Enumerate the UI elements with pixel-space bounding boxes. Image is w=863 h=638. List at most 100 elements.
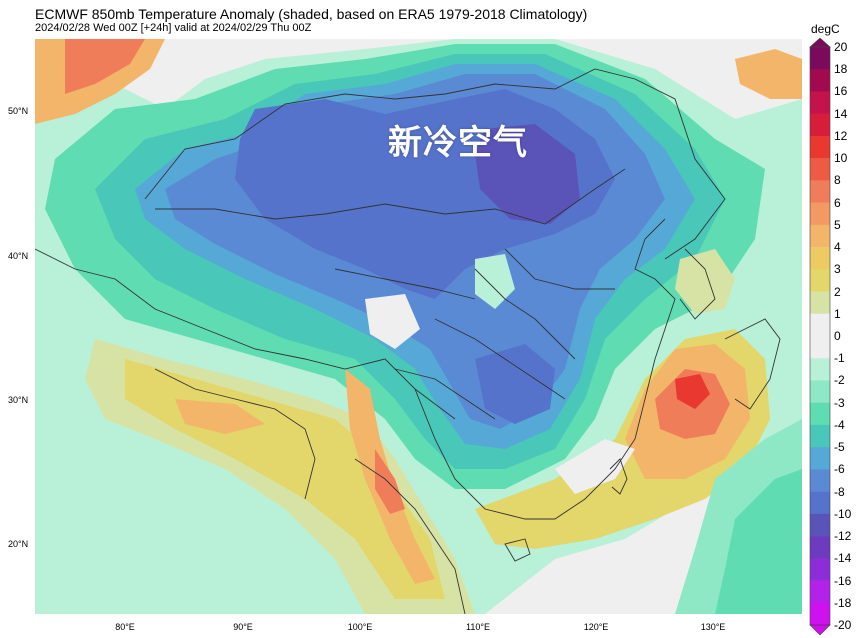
province-line-c [394,368,496,420]
korea-outline [679,248,716,320]
colorbar-tick-label: -4 [834,417,845,432]
colorbar-tick-label: -5 [834,440,845,455]
colorbar-swatch [810,69,830,92]
colorbar-unit: degC [811,22,840,36]
taiwan-outline [609,458,628,495]
colorbar-arrow-max [809,37,831,48]
coast-east [634,218,676,400]
colorbar-swatch [810,513,830,537]
colorbar-swatch [810,47,830,70]
indochina-border [354,458,466,614]
colorbar-tick-label: 20 [834,40,848,54]
province-line-b [434,318,566,400]
colorbar-tick-label: 3 [834,262,841,277]
colorbar-tick-label: 2 [834,284,841,299]
anomaly-region-cold-southeast [475,344,555,424]
hainan-outline [504,538,531,562]
colorbar-swatch [810,202,830,226]
colorbar-swatch [810,380,830,403]
colorbar-frame [809,46,831,626]
colorbar-tick-label: 10 [834,151,848,166]
colorbar-tick-label: -10 [834,506,852,521]
colorbar-swatch [810,91,830,114]
colorbar-swatch [810,313,830,337]
colorbar-swatch [810,558,830,581]
colorbar-swatch [810,447,830,470]
colorbar-tick-label: 16 [834,84,848,99]
mongolia-border [155,168,626,225]
chart-title: ECMWF 850mb Temperature Anomaly (shaded,… [35,6,588,22]
colorbar-tick-label: 5 [834,217,841,232]
colorbar-swatch [810,536,830,559]
province-line-e [334,268,476,300]
anomaly-region-warm-northwest-core [65,39,145,94]
lat-label-20n: 20°N [8,539,29,549]
anomaly-region-warm-southwest-salmon [375,449,405,514]
temperature-anomaly-map [35,39,802,614]
lon-label-130e: 130°E [700,622,726,632]
lon-label-80e: 80°E [115,622,135,632]
colorbar-tick-label: -12 [834,529,852,544]
colorbar-tick-label: 0 [834,329,841,343]
anomaly-region-warm-korea [675,249,735,314]
colorbar-swatch [810,602,830,626]
colorbar-swatch [810,469,830,492]
lon-label-120e: 120°E [583,622,609,632]
colorbar-swatch [810,158,830,181]
colorbar-tick-label: -8 [834,484,845,499]
colorbar-tick-label: -14 [834,551,852,566]
colorbar-swatch [810,358,830,381]
province-line-d [504,248,615,290]
colorbar-swatch [810,269,830,292]
colorbar-swatch [810,491,830,515]
japan-outline [724,318,781,410]
province-line-a [474,268,576,360]
colorbar-swatch [810,424,830,448]
colorbar-tick-label: -1 [834,351,845,366]
colorbar-tick-label: 4 [834,240,841,255]
colorbar-tick-label: -2 [834,373,845,388]
lon-label-90e: 90°E [233,622,253,632]
colorbar-swatch [810,135,830,159]
neutral-patch-central [365,294,420,349]
colorbar-swatch [810,580,830,604]
colorbar-swatch [810,180,830,203]
boundary-lines [35,68,781,614]
new-cold-air-annotation: 新冷空气 [388,123,528,163]
colorbar-tick-label: -3 [834,395,845,410]
anomaly-region-cold-deep [475,124,580,224]
colorbar-swatch [810,113,830,137]
lat-label-50n: 50°N [8,106,29,116]
anomaly-region-warm-southeast-core [675,374,710,409]
colorbar-tick-label: -16 [834,573,852,588]
colorbar-tick-label: 1 [834,306,841,321]
colorbar-swatch [810,247,830,270]
colorbar-tick-label: 8 [834,173,841,188]
colorbar-tick-label: -18 [834,595,852,610]
lat-label-40n: 40°N [8,251,29,261]
country-border-north [144,68,726,260]
colorbar-tick-label: -6 [834,462,845,477]
colorbar-swatch [810,336,830,359]
lon-label-100e: 100°E [347,622,373,632]
colorbar-tick-label: -20 [834,618,852,632]
colorbar-swatch [810,224,830,248]
colorbar-tick-label: 12 [834,128,848,143]
colorbar-swatch [810,402,830,426]
colorbar-tick-label: 6 [834,195,841,210]
anomaly-region-east-teal [715,469,802,614]
colorbar-arrow-min [809,624,831,636]
lon-label-110e: 110°E [466,622,490,632]
neutral-patch-north [475,254,515,309]
map-canvas [35,39,802,614]
chart-subtitle: 2024/02/28 Wed 00Z [+24h] valid at 2024/… [35,22,312,34]
country-border-south [414,388,646,520]
anomaly-region-warm-tibet-south [175,399,265,434]
anomaly-region-warm-northeast [735,49,802,99]
lat-label-30n: 30°N [8,395,29,405]
india-border [154,368,316,500]
colorbar-tick-label: 14 [834,106,848,121]
neutral-patch-south-coast [555,439,635,494]
colorbar-swatch [810,291,830,315]
colorbar-tick-label: 18 [834,62,848,77]
